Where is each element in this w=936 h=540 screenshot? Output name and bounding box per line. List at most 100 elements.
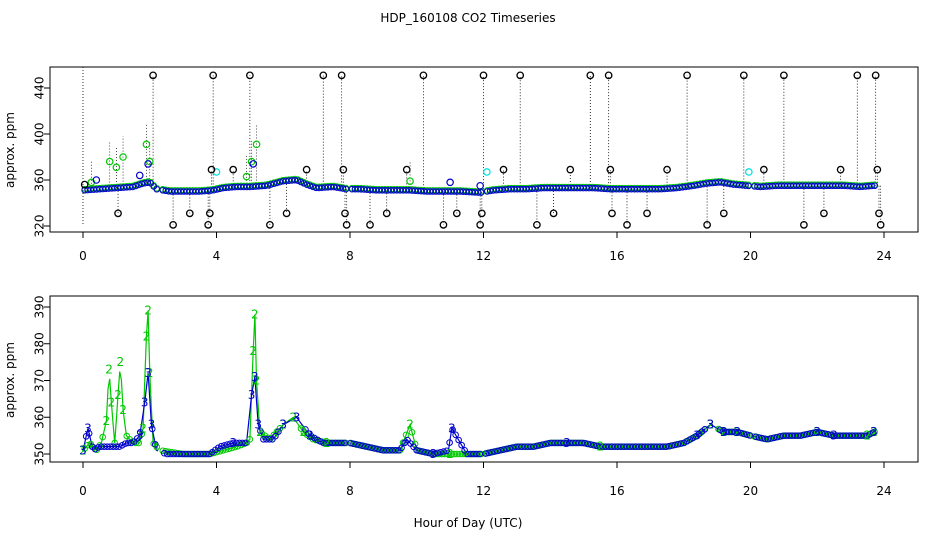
bottom-point <box>734 428 742 436</box>
top-point-sensor-3 <box>330 183 338 191</box>
top-point-sensor-3 <box>135 171 144 180</box>
top-point-sensor-1 <box>477 209 486 218</box>
bottom-series-marker: 3 <box>251 370 259 384</box>
top-point-sensor-3 <box>333 184 341 191</box>
bottom-point <box>737 429 745 437</box>
bottom-series-marker: 2 <box>707 418 715 432</box>
bottom-point <box>368 444 375 452</box>
top-point-sensor-1 <box>204 221 213 229</box>
bottom-point <box>815 429 823 436</box>
bottom-point <box>503 445 510 453</box>
top-point-sensor-3 <box>276 178 284 186</box>
bottom-point <box>111 439 119 447</box>
bottom-point <box>434 449 441 457</box>
bottom-series-marker: 3 <box>248 388 256 402</box>
bottom-point <box>773 433 781 441</box>
bottom-point <box>446 439 453 446</box>
bottom-point <box>818 429 826 437</box>
bottom-point <box>365 443 372 451</box>
bottom-series-marker: 2 <box>144 304 152 318</box>
bottom-point <box>494 447 501 455</box>
bottom-point <box>135 439 143 447</box>
top-point-sensor-1 <box>479 71 488 80</box>
bottom-point <box>539 441 547 448</box>
top-point-sensor-1 <box>836 165 845 174</box>
bottom-point <box>99 433 106 441</box>
top-point-sensor-4 <box>483 168 491 176</box>
top-point-sensor-3 <box>153 185 161 193</box>
bottom-series-marker: 3 <box>229 436 237 450</box>
top-point-sensor-3 <box>676 184 683 192</box>
bottom-series-marker: 2 <box>146 366 154 380</box>
bottom-series-marker: 2 <box>119 403 127 417</box>
top-point-sensor-3 <box>267 181 275 188</box>
bottom-series-marker: 3 <box>136 429 144 443</box>
top-point-sensor-1 <box>302 165 311 174</box>
bottom-y-tick-label: 370 <box>33 369 47 392</box>
bottom-x-tick-label: 12 <box>476 484 491 498</box>
top-point-sensor-3 <box>688 182 695 190</box>
bottom-series-marker: 2 <box>733 425 741 439</box>
bottom-series-marker: 3 <box>733 425 741 439</box>
top-point-sensor-2 <box>105 157 114 166</box>
top-point-sensor-1 <box>719 209 728 218</box>
top-point-sensor-3 <box>213 186 221 193</box>
bottom-point <box>455 436 462 444</box>
bottom-series-marker: 2 <box>870 425 878 439</box>
top-point-sensor-1 <box>282 209 291 218</box>
bottom-point <box>124 439 132 447</box>
bottom-series-marker: 2 <box>289 410 297 424</box>
top-point-sensor-3 <box>144 179 152 186</box>
top-point-sensor-3 <box>129 183 137 191</box>
bottom-series-marker: 2 <box>720 425 728 439</box>
top-point-sensor-2 <box>142 140 151 149</box>
bottom-point <box>242 439 249 447</box>
top-point-sensor-3 <box>294 177 302 184</box>
bottom-x-tick-label: 24 <box>876 484 891 498</box>
top-point-sensor-1 <box>114 209 122 218</box>
bottom-series-marker: 2 <box>299 425 307 439</box>
bottom-point <box>353 441 360 448</box>
bottom-point <box>590 441 598 449</box>
bottom-point <box>506 444 513 452</box>
bottom-series-marker: 2 <box>251 307 259 321</box>
bottom-series-marker: 2 <box>256 425 264 439</box>
top-point-sensor-1 <box>476 221 485 229</box>
top-x-tick-label: 8 <box>346 249 354 263</box>
bottom-point <box>770 434 778 442</box>
bottom-series-marker: 3 <box>84 421 92 435</box>
top-point-sensor-1 <box>853 71 862 80</box>
top-point-sensor-1 <box>342 221 351 229</box>
top-point-sensor-1 <box>205 209 214 218</box>
top-point-sensor-1 <box>759 165 768 174</box>
bottom-point <box>240 440 248 448</box>
bottom-point <box>85 430 93 437</box>
bottom-point <box>491 448 498 455</box>
bottom-series-line <box>82 373 875 455</box>
bottom-point <box>127 439 135 447</box>
bottom-point <box>740 430 748 438</box>
bottom-series-marker: 2 <box>596 440 604 454</box>
bottom-point <box>587 441 595 448</box>
bottom-point <box>536 441 544 449</box>
top-point-sensor-3 <box>673 184 680 192</box>
bottom-point <box>758 434 766 442</box>
top-point-sensor-1 <box>439 221 448 229</box>
top-point-sensor-1 <box>623 221 631 229</box>
bottom-point <box>731 428 739 436</box>
top-point-sensor-3 <box>138 180 146 188</box>
top-point-sensor-3 <box>700 180 707 188</box>
top-point-sensor-3 <box>297 178 305 186</box>
bottom-series-marker: 3 <box>306 429 314 443</box>
bottom-point <box>138 430 146 438</box>
top-point-sensor-3 <box>207 187 215 194</box>
top-point-sensor-3 <box>742 182 749 189</box>
top-point-sensor-3 <box>724 180 731 187</box>
top-point-sensor-1 <box>604 71 613 80</box>
bottom-point <box>151 441 159 448</box>
top-y-tick-label: 360 <box>33 169 47 192</box>
top-point-sensor-3 <box>306 182 314 190</box>
top-point-sensor-1 <box>266 221 274 229</box>
bottom-y-axis-label: approx. ppm <box>3 342 17 418</box>
